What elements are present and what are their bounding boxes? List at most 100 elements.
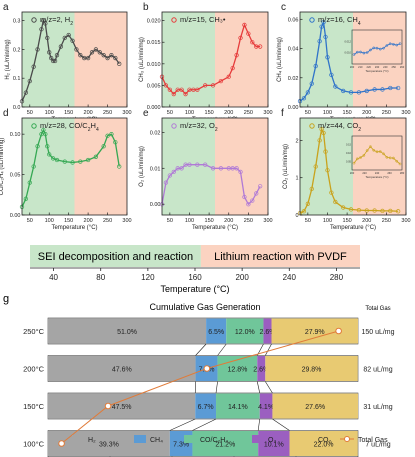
data-point: [167, 87, 173, 92]
inset-point: [395, 43, 399, 47]
bar-segment: [226, 318, 264, 344]
data-point: [230, 65, 235, 71]
data-point: [171, 91, 176, 97]
data-point: [257, 184, 263, 189]
x-tick-label: 250: [382, 218, 391, 224]
total-gas-label: 7 uL/mg: [365, 442, 390, 449]
bar-segment: [48, 318, 207, 344]
data-point: [329, 190, 334, 195]
legend-label: H₂: [88, 437, 96, 444]
total-gas-line: [61, 330, 339, 444]
inset-point: [382, 152, 385, 156]
y-tick-label: 0.01: [150, 166, 161, 172]
y-tick-label: 0.1: [13, 76, 21, 82]
data-point: [78, 159, 83, 164]
y-axis-label: CH₃ (uL/min/mg): [139, 37, 145, 82]
inset-point: [398, 42, 402, 46]
region-tick-label: 200: [235, 273, 249, 282]
inset-x-tick: 250: [392, 65, 397, 69]
legend-tail: H: [91, 121, 96, 130]
total-gas-label: 82 uL/mg: [363, 367, 392, 374]
legend-subscript: 2: [358, 127, 361, 133]
inset-x-tick: 200: [350, 171, 355, 175]
x-tick-label: 250: [103, 110, 112, 116]
data-point: [43, 21, 48, 26]
region-tick-label: 160: [188, 273, 202, 282]
data-point: [183, 91, 188, 97]
region-tick-label: 280: [330, 273, 344, 282]
data-point: [89, 50, 95, 55]
x-tick-label: 50: [305, 218, 311, 224]
data-point: [238, 35, 243, 41]
connector-line: [265, 343, 272, 356]
data-point: [78, 53, 83, 58]
inset-point: [369, 145, 372, 148]
panel-g-title: Cumulative Gas Generation: [149, 302, 260, 312]
y-tick-label: 0: [295, 213, 298, 219]
y-axis-label: O₂ (uL/min/mg): [139, 146, 145, 187]
data-point: [388, 85, 393, 91]
panel-letter-f: f: [281, 108, 284, 119]
inset-x-tick: 260: [387, 171, 392, 175]
axes-frame: [299, 11, 407, 108]
inset-point: [365, 51, 369, 54]
data-point: [388, 208, 393, 214]
segment-label: 2.6%: [253, 367, 269, 374]
x-tick-label: 200: [84, 218, 93, 224]
x-tick-label: 300: [263, 110, 272, 116]
data-point: [348, 90, 354, 95]
legend-swatch: [184, 435, 196, 443]
inset-point: [388, 156, 392, 160]
axes-frame: [161, 117, 269, 216]
data-point: [321, 20, 326, 25]
segment-label: 14.1%: [228, 404, 248, 411]
legend-marker: [309, 17, 315, 23]
data-point: [23, 90, 29, 95]
legend-label: CH₄: [150, 437, 163, 444]
inset-x-label: Temperature (°C): [365, 175, 388, 179]
bar-segment: [195, 393, 217, 419]
data-point: [218, 78, 224, 84]
data-point: [333, 199, 338, 205]
inset-point: [398, 162, 402, 166]
x-tick-label: 300: [401, 218, 410, 224]
data-point: [364, 88, 369, 94]
total-gas-header: Total Gas: [365, 306, 390, 312]
data-point: [356, 207, 362, 213]
y-tick-label: 0.3: [13, 19, 21, 25]
data-point: [54, 53, 60, 58]
inset-point: [352, 161, 356, 165]
connector-line: [195, 343, 207, 356]
segment-label: 27.9%: [305, 329, 325, 336]
data-point: [325, 168, 330, 173]
legend-marker: [31, 123, 37, 129]
x-tick-label: 50: [27, 218, 33, 224]
data-point: [372, 208, 377, 213]
inset-point: [372, 148, 376, 152]
region-axis-label: Temperature (°C): [160, 284, 229, 294]
data-point: [317, 138, 322, 143]
data-point: [333, 84, 338, 89]
data-point: [319, 24, 324, 29]
data-point: [97, 50, 102, 55]
y-tick-label: 0.00: [10, 213, 21, 219]
inset-point: [369, 48, 372, 52]
legend-subscript: 2: [215, 127, 218, 133]
legend-marker: [171, 123, 177, 129]
inset-point: [362, 154, 366, 157]
inset-point: [355, 50, 359, 54]
x-tick-label: 150: [205, 110, 214, 116]
inset-x-tick: 280: [400, 171, 405, 175]
data-point: [301, 209, 307, 214]
connector-line: [256, 381, 261, 394]
data-point: [301, 96, 307, 101]
y-tick-label: 0.04: [288, 47, 299, 53]
sei-background: [22, 118, 75, 215]
y-tick-label: 1: [295, 176, 298, 182]
connector-line: [215, 381, 218, 394]
pvdf-background: [353, 12, 406, 107]
pvdf-background: [74, 12, 127, 107]
data-point: [171, 169, 176, 175]
x-tick-label: 200: [224, 218, 233, 224]
